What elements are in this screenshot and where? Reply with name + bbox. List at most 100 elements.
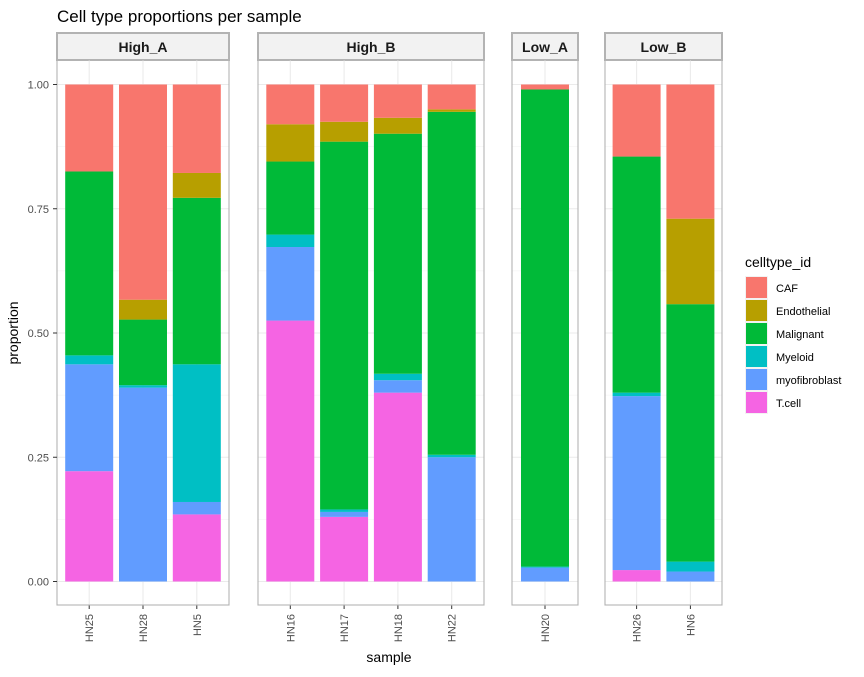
- bar-segment-hn16-malignant: [266, 161, 315, 235]
- facet-panel-high-b: High_B HN16 HN17 HN18 HN22: [257, 32, 485, 642]
- bar-hn5: [172, 84, 221, 582]
- legend-item-caf: CAF: [745, 276, 798, 299]
- bar-hn6: [666, 84, 715, 582]
- bar-segment-hn6-endothelial: [666, 218, 715, 305]
- bar-segment-hn5-myofibroblast: [172, 501, 221, 515]
- bar-segment-hn5-endothelial: [172, 172, 221, 198]
- y-tick-label: 1.00: [28, 80, 49, 92]
- legend-label: Myeloid: [776, 352, 814, 364]
- bar-segment-hn17-malignant: [320, 141, 369, 510]
- bar-segment-hn22-malignant: [427, 111, 476, 455]
- bar-hn17: [320, 84, 369, 582]
- bar-segment-hn26-myeloid: [612, 392, 661, 397]
- legend-label: CAF: [776, 283, 798, 295]
- bar-segment-hn6-malignant: [666, 304, 715, 562]
- bar-segment-hn28-myofibroblast: [119, 387, 167, 582]
- legend-swatch: [746, 369, 767, 390]
- legend-swatch: [746, 277, 767, 298]
- panel-border: [604, 59, 723, 606]
- bar-segment-hn26-myofibroblast: [612, 396, 661, 571]
- x-tick-label: HN26: [632, 614, 644, 642]
- bar-segment-hn22-endothelial: [427, 109, 476, 112]
- bar-segment-hn17-caf: [320, 84, 369, 122]
- x-tick-label: HN22: [447, 614, 459, 642]
- bar-segment-hn16-t-cell: [266, 320, 315, 582]
- bar-segment-hn26-malignant: [612, 156, 661, 393]
- bar-segment-hn25-caf: [65, 84, 114, 172]
- facet-panel-high-a: High_A HN25 HN28 HN5: [56, 32, 230, 642]
- facet-strip-label: Low_B: [641, 39, 687, 55]
- y-axis: 0.00 0.25 0.50 0.75 1.00: [28, 80, 57, 589]
- bar-hn26: [612, 84, 661, 582]
- bar-segment-hn20-myofibroblast: [521, 567, 569, 582]
- bar-segment-hn28-myeloid: [119, 385, 167, 388]
- bar-segment-hn26-t-cell: [612, 570, 661, 582]
- facet-strip-label: Low_A: [522, 39, 568, 55]
- legend-item-myofibroblast: myofibroblast: [745, 368, 841, 391]
- bar-hn18: [373, 84, 422, 582]
- legend-label: T.cell: [776, 398, 801, 410]
- bar-segment-hn17-t-cell: [320, 516, 369, 582]
- bar-segment-hn20-malignant: [521, 89, 569, 567]
- bar-segment-hn18-malignant: [373, 133, 422, 374]
- bar-segment-hn22-caf: [427, 84, 476, 110]
- bar-segment-hn17-endothelial: [320, 121, 369, 142]
- legend-label: Malignant: [776, 329, 824, 341]
- bar-segment-hn17-myeloid: [320, 509, 369, 512]
- bar-segment-hn20-caf: [521, 84, 569, 90]
- legend-item-t-cell: T.cell: [745, 391, 801, 414]
- bar-hn20: [521, 84, 569, 582]
- bar-segment-hn18-myeloid: [373, 373, 422, 381]
- bar-segment-hn26-caf: [612, 84, 661, 157]
- bar-segment-hn18-endothelial: [373, 117, 422, 134]
- bar-hn25: [65, 84, 114, 582]
- legend-swatch: [746, 300, 767, 321]
- legend-item-myeloid: Myeloid: [745, 345, 814, 368]
- legend-label: myofibroblast: [776, 375, 841, 387]
- y-tick-label: 0.50: [28, 328, 49, 340]
- bar-segment-hn5-myeloid: [172, 364, 221, 502]
- bar-segment-hn16-endothelial: [266, 124, 315, 162]
- bar-segment-hn16-caf: [266, 84, 315, 125]
- x-tick-label: HN25: [84, 614, 96, 642]
- x-axis-label: sample: [366, 649, 411, 665]
- facet-panel-low-a: Low_A HN20: [511, 32, 579, 642]
- bar-segment-hn28-endothelial: [119, 299, 167, 320]
- facet-panels: High_A HN25 HN28 HN5 High_B HN16 HN17 HN18 HN22 L…: [56, 32, 723, 642]
- x-tick-label: HN20: [540, 614, 552, 642]
- bar-segment-hn6-caf: [666, 84, 715, 219]
- bar-segment-hn25-malignant: [65, 171, 114, 356]
- x-tick-label: HN6: [685, 614, 697, 636]
- bar-segment-hn5-caf: [172, 84, 221, 173]
- bar-segment-hn18-t-cell: [373, 392, 422, 582]
- legend-swatch: [746, 346, 767, 367]
- bar-segment-hn28-malignant: [119, 319, 167, 386]
- y-tick-label: 0.25: [28, 452, 49, 464]
- facet-panel-low-b: Low_B HN26 HN6: [604, 32, 723, 642]
- bar-segment-hn16-myofibroblast: [266, 247, 315, 321]
- legend-swatch: [746, 323, 767, 344]
- x-tick-label: HN18: [393, 614, 405, 642]
- legend-item-endothelial: Endothelial: [745, 299, 830, 322]
- bar-segment-hn20-myeloid: [521, 566, 569, 568]
- bar-segment-hn5-t-cell: [172, 514, 221, 582]
- legend: CAF Endothelial Malignant Myeloid myofibrobl…: [745, 276, 841, 414]
- legend-title: celltype_id: [745, 254, 811, 270]
- bar-segment-hn16-myeloid: [266, 234, 315, 248]
- bar-segment-hn6-myeloid: [666, 561, 715, 572]
- bar-segment-hn5-malignant: [172, 197, 221, 365]
- bar-segment-hn25-myeloid: [65, 355, 114, 365]
- bar-segment-hn25-myofibroblast: [65, 364, 114, 472]
- x-tick-label: HN28: [138, 614, 150, 642]
- bar-segment-hn17-myofibroblast: [320, 511, 369, 517]
- y-axis-label: proportion: [5, 301, 21, 364]
- y-tick-label: 0.00: [28, 577, 49, 589]
- panel-border: [257, 59, 485, 606]
- legend-swatch: [746, 392, 767, 413]
- bar-hn16: [266, 84, 315, 582]
- bar-segment-hn22-myeloid: [427, 454, 476, 458]
- bar-segment-hn18-myofibroblast: [373, 380, 422, 393]
- facet-strip-label: High_A: [119, 39, 168, 55]
- facet-strip-label: High_B: [347, 39, 396, 55]
